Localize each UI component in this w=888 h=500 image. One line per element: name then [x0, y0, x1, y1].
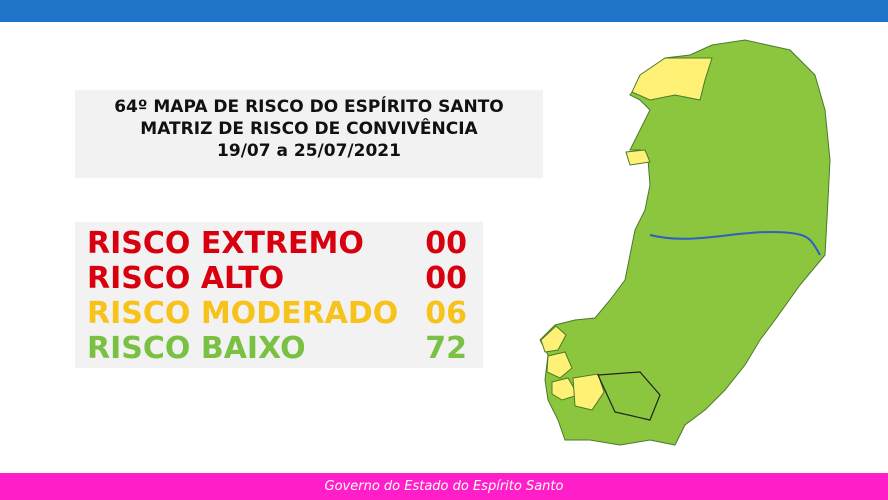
- risk-row: RISCO EXTREMO 00: [87, 226, 477, 262]
- title-line: 64º MAPA DE RISCO DO ESPÍRITO SANTO: [114, 97, 504, 117]
- top-bar: [0, 0, 888, 22]
- risk-count: 00: [425, 226, 467, 261]
- moderate-region: [625, 149, 651, 166]
- moderate-region: [546, 351, 573, 379]
- risk-count: 06: [425, 296, 467, 331]
- region-border: [597, 371, 661, 421]
- footer-text: Governo do Estado do Espírito Santo: [324, 479, 564, 494]
- risk-label: RISCO EXTREMO: [87, 226, 364, 261]
- risk-count: 00: [425, 261, 467, 296]
- moderate-region: [631, 57, 713, 101]
- risk-row: RISCO ALTO 00: [87, 261, 477, 297]
- title-line: MATRIZ DE RISCO DE CONVIVÊNCIA: [140, 119, 478, 139]
- risk-count: 72: [425, 331, 467, 366]
- moderate-region: [551, 377, 579, 401]
- risk-row: RISCO MODERADO 06: [87, 296, 477, 332]
- risk-table: RISCO EXTREMO 00 RISCO ALTO 00 RISCO MODERAD…: [75, 222, 483, 368]
- state-shape: [539, 39, 831, 446]
- risk-row: RISCO BAIXO 72: [87, 331, 477, 367]
- river: [649, 230, 821, 256]
- title-line: 19/07 a 25/07/2021: [217, 141, 401, 161]
- footer-bar: Governo do Estado do Espírito Santo: [0, 473, 888, 500]
- risk-label: RISCO MODERADO: [87, 296, 399, 331]
- moderate-region: [572, 373, 605, 411]
- title-box: 64º MAPA DE RISCO DO ESPÍRITO SANTO MATR…: [75, 90, 543, 178]
- risk-label: RISCO ALTO: [87, 261, 285, 296]
- moderate-region: [540, 325, 567, 353]
- risk-label: RISCO BAIXO: [87, 331, 306, 366]
